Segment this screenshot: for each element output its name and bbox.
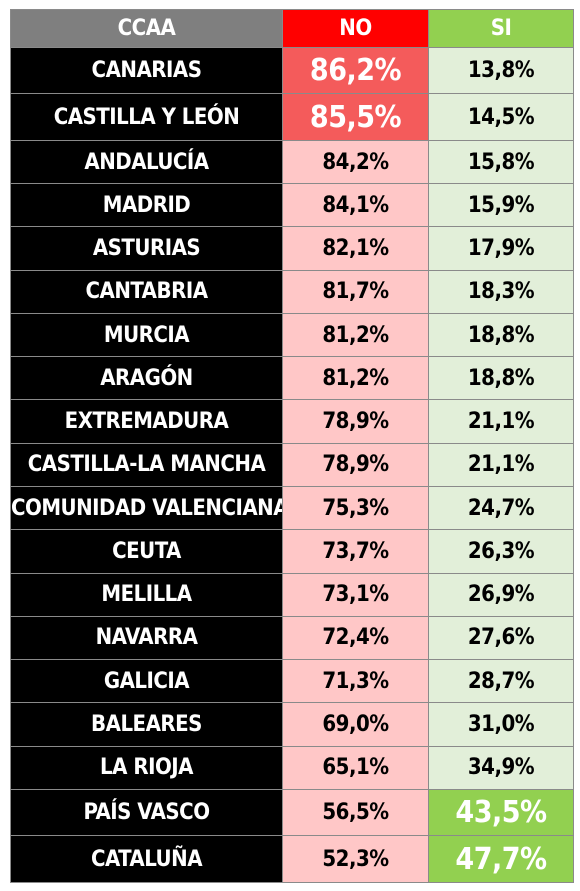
table-row: EXTREMADURA 78,9% 21,1% bbox=[10, 399, 574, 444]
header-no: NO bbox=[282, 9, 429, 48]
region-cell: ASTURIAS bbox=[10, 226, 283, 271]
table-row: CASTILLA-LA MANCHA 78,9% 21,1% bbox=[10, 442, 574, 488]
no-value-cell: 69,0% bbox=[282, 702, 429, 747]
ccaa-results-table-container: CCAA NO SI CANARIAS 86,2% 13,8% CASTILLA Y … bbox=[10, 9, 574, 883]
table-row: MELILLA 73,1% 26,9% bbox=[10, 572, 574, 617]
table-row: MADRID 84,1% 15,9% bbox=[10, 183, 574, 228]
si-value-cell: 18,8% bbox=[428, 356, 574, 401]
header-si: SI bbox=[428, 9, 574, 48]
no-value-cell: 73,7% bbox=[282, 529, 429, 574]
region-cell: ARAGÓN bbox=[10, 356, 283, 401]
table-row: COMUNIDAD VALENCIANA 75,3% 24,7% bbox=[10, 485, 574, 531]
table-row: ARAGÓN 81,2% 18,8% bbox=[10, 356, 574, 401]
si-value-cell: 26,3% bbox=[428, 529, 574, 574]
si-value-cell: 14,5% bbox=[428, 93, 574, 141]
table-row: LA RIOJA 65,1% 34,9% bbox=[10, 745, 574, 790]
si-value-cell: 17,9% bbox=[428, 226, 574, 271]
no-value-cell: 56,5% bbox=[282, 788, 429, 837]
no-value-cell: 85,5% bbox=[282, 93, 429, 141]
region-cell: GALICIA bbox=[10, 659, 283, 704]
no-value-cell: 81,2% bbox=[282, 312, 429, 358]
si-value-cell: 21,1% bbox=[428, 442, 574, 488]
no-value-cell: 84,1% bbox=[282, 183, 429, 228]
no-value-cell: 52,3% bbox=[282, 835, 429, 883]
table-row: PAÍS VASCO 56,5% 43,5% bbox=[10, 788, 574, 837]
region-cell: CEUTA bbox=[10, 529, 283, 574]
si-value-cell: 15,8% bbox=[428, 139, 574, 185]
no-value-cell: 81,7% bbox=[282, 269, 429, 314]
table-row: GALICIA 71,3% 28,7% bbox=[10, 659, 574, 704]
no-value-cell: 78,9% bbox=[282, 399, 429, 444]
table-row: CEUTA 73,7% 26,3% bbox=[10, 529, 574, 574]
table-row: ASTURIAS 82,1% 17,9% bbox=[10, 226, 574, 271]
region-cell: COMUNIDAD VALENCIANA bbox=[10, 485, 283, 531]
table-row: CANARIAS 86,2% 13,8% bbox=[10, 46, 574, 95]
region-cell: NAVARRA bbox=[10, 615, 283, 661]
no-value-cell: 84,2% bbox=[282, 139, 429, 185]
region-cell: CANTABRIA bbox=[10, 269, 283, 314]
si-value-cell: 31,0% bbox=[428, 702, 574, 747]
region-cell: MADRID bbox=[10, 183, 283, 228]
no-value-cell: 65,1% bbox=[282, 745, 429, 790]
si-value-cell: 13,8% bbox=[428, 46, 574, 95]
si-value-cell: 34,9% bbox=[428, 745, 574, 790]
header-ccaa: CCAA bbox=[10, 9, 283, 48]
table-row: MURCIA 81,2% 18,8% bbox=[10, 312, 574, 358]
si-value-cell: 15,9% bbox=[428, 183, 574, 228]
region-cell: ANDALUCÍA bbox=[10, 139, 283, 185]
si-value-cell: 28,7% bbox=[428, 659, 574, 704]
no-value-cell: 86,2% bbox=[282, 46, 429, 95]
table-row: ANDALUCÍA 84,2% 15,8% bbox=[10, 139, 574, 185]
no-value-cell: 75,3% bbox=[282, 485, 429, 531]
no-value-cell: 71,3% bbox=[282, 659, 429, 704]
table-body: CANARIAS 86,2% 13,8% CASTILLA Y LEÓN 85,5% 14… bbox=[10, 46, 574, 883]
region-cell: PAÍS VASCO bbox=[10, 788, 283, 837]
region-cell: CANARIAS bbox=[10, 46, 283, 95]
no-value-cell: 81,2% bbox=[282, 356, 429, 401]
region-cell: CASTILLA Y LEÓN bbox=[10, 93, 283, 141]
no-value-cell: 78,9% bbox=[282, 442, 429, 488]
si-value-cell: 43,5% bbox=[428, 788, 574, 837]
table-row: CANTABRIA 81,7% 18,3% bbox=[10, 269, 574, 314]
region-cell: EXTREMADURA bbox=[10, 399, 283, 444]
table-row: CATALUÑA 52,3% 47,7% bbox=[10, 835, 574, 883]
no-value-cell: 82,1% bbox=[282, 226, 429, 271]
si-value-cell: 26,9% bbox=[428, 572, 574, 617]
si-value-cell: 27,6% bbox=[428, 615, 574, 661]
si-value-cell: 18,8% bbox=[428, 312, 574, 358]
table-row: BALEARES 69,0% 31,0% bbox=[10, 702, 574, 747]
table-row: NAVARRA 72,4% 27,6% bbox=[10, 615, 574, 661]
no-value-cell: 72,4% bbox=[282, 615, 429, 661]
si-value-cell: 21,1% bbox=[428, 399, 574, 444]
si-value-cell: 24,7% bbox=[428, 485, 574, 531]
table-row: CASTILLA Y LEÓN 85,5% 14,5% bbox=[10, 93, 574, 141]
region-cell: LA RIOJA bbox=[10, 745, 283, 790]
no-value-cell: 73,1% bbox=[282, 572, 429, 617]
ccaa-results-table: CCAA NO SI CANARIAS 86,2% 13,8% CASTILLA Y … bbox=[10, 9, 574, 883]
region-cell: BALEARES bbox=[10, 702, 283, 747]
si-value-cell: 18,3% bbox=[428, 269, 574, 314]
region-cell: MURCIA bbox=[10, 312, 283, 358]
si-value-cell: 47,7% bbox=[428, 835, 574, 883]
region-cell: CATALUÑA bbox=[10, 835, 283, 883]
region-cell: CASTILLA-LA MANCHA bbox=[10, 442, 283, 488]
header-row: CCAA NO SI bbox=[10, 9, 574, 48]
region-cell: MELILLA bbox=[10, 572, 283, 617]
